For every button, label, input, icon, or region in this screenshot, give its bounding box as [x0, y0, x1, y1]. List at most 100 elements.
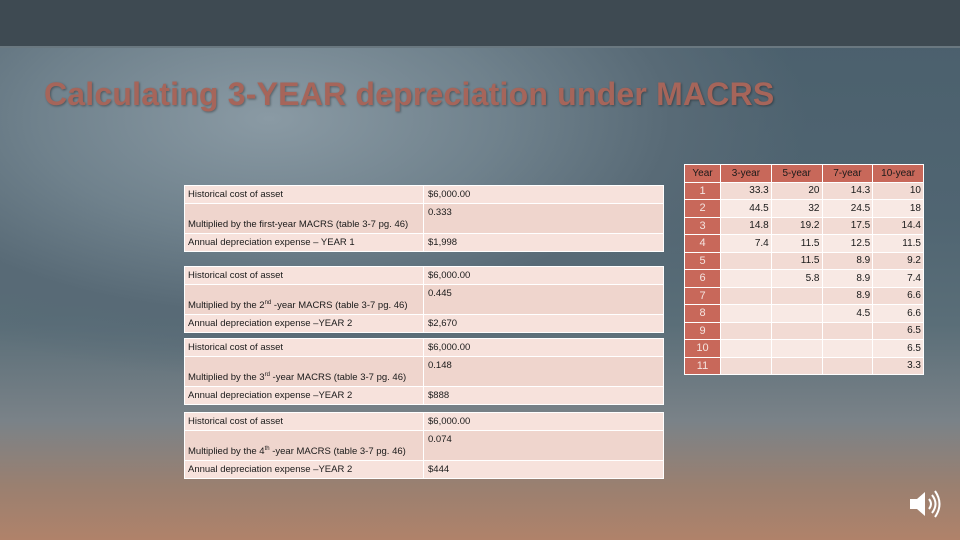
- macrs-row: 4 7.4 11.5 12.5 11.5: [684, 234, 924, 253]
- calc-block-year-3: Historical cost of asset $6,000.00 Multip…: [184, 338, 664, 405]
- expense-value: $444: [423, 460, 664, 479]
- macrs-rate-cell: 33.3: [720, 181, 772, 200]
- macrs-rate-cell: 10: [872, 181, 924, 200]
- macrs-rate-cell: 11.5: [770, 234, 823, 253]
- macrs-rate-cell: 17.5: [821, 216, 874, 235]
- macrs-year-cell: 3: [684, 216, 721, 235]
- macrs-rate-cell: 24.5: [821, 199, 874, 218]
- header-10-year: 10-year: [872, 164, 924, 183]
- macrs-year-cell: 11: [684, 356, 721, 375]
- macrs-rate-cell: 14.4: [872, 216, 924, 235]
- macrs-rate-cell: 32: [770, 199, 823, 218]
- header-5-year: 5-year: [770, 164, 823, 183]
- macrs-rate-cell: 18: [872, 199, 924, 218]
- rate-value: 0.333: [423, 203, 664, 234]
- expense-label: Annual depreciation expense –YEAR 2: [184, 386, 424, 405]
- macrs-rate-cell: 7.4: [872, 269, 924, 288]
- macrs-rate-cell: [770, 356, 823, 375]
- macrs-rate-cell: [720, 321, 772, 340]
- macrs-row: 5 11.5 8.9 9.2: [684, 251, 924, 270]
- rate-value: 0.148: [423, 356, 664, 387]
- macrs-row: 9 6.5: [684, 321, 924, 340]
- macrs-rate-cell: [770, 286, 823, 305]
- macrs-rate-cell: 7.4: [720, 234, 772, 253]
- macrs-year-cell: 5: [684, 251, 721, 270]
- calc-block-year-2: Historical cost of asset $6,000.00 Multip…: [184, 266, 664, 333]
- expense-label: Annual depreciation expense –YEAR 2: [184, 314, 424, 333]
- macrs-rate-cell: 8.9: [821, 269, 874, 288]
- cost-value: $6,000.00: [423, 185, 664, 204]
- macrs-row: 6 5.8 8.9 7.4: [684, 269, 924, 288]
- speaker-icon[interactable]: [906, 484, 946, 524]
- macrs-rate-cell: [720, 339, 772, 358]
- macrs-rate-cell: [770, 339, 823, 358]
- rate-value: 0.074: [423, 430, 664, 461]
- macrs-rate-cell: 11.5: [872, 234, 924, 253]
- macrs-year-cell: 7: [684, 286, 721, 305]
- cost-label: Historical cost of asset: [184, 412, 424, 431]
- expense-value: $1,998: [423, 233, 664, 252]
- macrs-rate-cell: 4.5: [821, 304, 874, 323]
- macrs-year-cell: 9: [684, 321, 721, 340]
- cost-label: Historical cost of asset: [184, 266, 424, 285]
- macrs-row: 1 33.3 20 14.3 10: [684, 181, 924, 200]
- macrs-row: 10 6.5: [684, 339, 924, 358]
- header-3-year: 3-year: [720, 164, 772, 183]
- macrs-row: 3 14.8 19.2 17.5 14.4: [684, 216, 924, 235]
- macrs-year-cell: 8: [684, 304, 721, 323]
- macrs-rate-cell: [821, 339, 874, 358]
- macrs-rate-cell: 6.6: [872, 304, 924, 323]
- macrs-year-cell: 6: [684, 269, 721, 288]
- expense-value: $888: [423, 386, 664, 405]
- cost-label: Historical cost of asset: [184, 185, 424, 204]
- macrs-rate-cell: 14.8: [720, 216, 772, 235]
- rate-label: Multiplied by the first-year MACRS (tabl…: [184, 203, 424, 234]
- macrs-year-cell: 1: [684, 181, 721, 200]
- macrs-row: 11 3.3: [684, 356, 924, 375]
- macrs-year-cell: 2: [684, 199, 721, 218]
- macrs-rate-cell: 8.9: [821, 286, 874, 305]
- macrs-rate-cell: [821, 321, 874, 340]
- calc-block-year-4: Historical cost of asset $6,000.00 Multip…: [184, 412, 664, 479]
- macrs-header-row: Year 3-year 5-year 7-year 10-year: [684, 164, 924, 183]
- macrs-rate-cell: 6.5: [872, 339, 924, 358]
- rate-value: 0.445: [423, 284, 664, 315]
- calc-block-year-1: Historical cost of asset $6,000.00 Multip…: [184, 185, 664, 252]
- slide-title: Calculating 3-YEAR depreciation under MA…: [44, 76, 775, 112]
- macrs-rate-cell: [720, 251, 772, 270]
- cost-label: Historical cost of asset: [184, 338, 424, 357]
- macrs-rate-cell: [770, 304, 823, 323]
- macrs-rate-table: Year 3-year 5-year 7-year 10-year 1 33.3 2…: [684, 164, 924, 375]
- macrs-rate-cell: 9.2: [872, 251, 924, 270]
- macrs-row: 7 8.9 6.6: [684, 286, 924, 305]
- macrs-rate-cell: 6.5: [872, 321, 924, 340]
- macrs-row: 8 4.5 6.6: [684, 304, 924, 323]
- macrs-rate-cell: [821, 356, 874, 375]
- header-7-year: 7-year: [821, 164, 874, 183]
- macrs-rate-cell: [720, 269, 772, 288]
- cost-value: $6,000.00: [423, 338, 664, 357]
- macrs-rate-cell: [720, 286, 772, 305]
- macrs-year-cell: 10: [684, 339, 721, 358]
- macrs-rate-cell: 19.2: [770, 216, 823, 235]
- macrs-year-cell: 4: [684, 234, 721, 253]
- cost-value: $6,000.00: [423, 266, 664, 285]
- rate-label: Multiplied by the 2nd -year MACRS (table…: [184, 284, 424, 315]
- macrs-rate-cell: 8.9: [821, 251, 874, 270]
- macrs-rate-cell: 5.8: [770, 269, 823, 288]
- expense-label: Annual depreciation expense – YEAR 1: [184, 233, 424, 252]
- rate-label: Multiplied by the 4th -year MACRS (table…: [184, 430, 424, 461]
- header-year: Year: [684, 164, 721, 183]
- expense-value: $2,670: [423, 314, 664, 333]
- macrs-rate-cell: [770, 321, 823, 340]
- macrs-rate-cell: [720, 356, 772, 375]
- rate-label: Multiplied by the 3rd -year MACRS (table…: [184, 356, 424, 387]
- macrs-rate-cell: 3.3: [872, 356, 924, 375]
- macrs-rate-cell: [720, 304, 772, 323]
- top-banner: [0, 0, 960, 48]
- macrs-rate-cell: 11.5: [770, 251, 823, 270]
- macrs-rate-cell: 44.5: [720, 199, 772, 218]
- macrs-rate-cell: 14.3: [821, 181, 874, 200]
- macrs-rate-cell: 20: [770, 181, 823, 200]
- macrs-row: 2 44.5 32 24.5 18: [684, 199, 924, 218]
